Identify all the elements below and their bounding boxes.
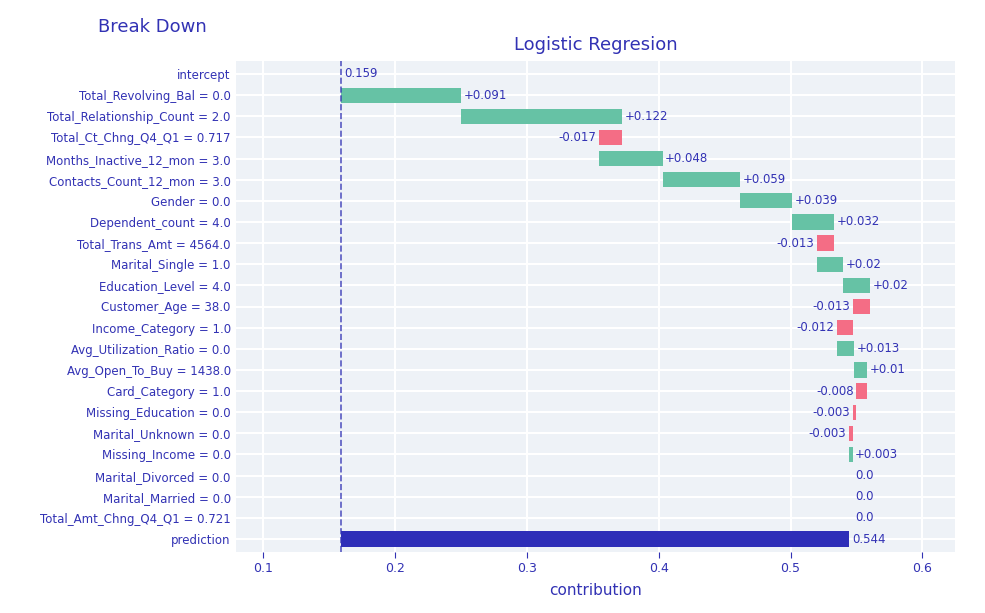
Text: +0.032: +0.032 <box>836 215 880 229</box>
Text: +0.091: +0.091 <box>463 89 506 102</box>
Bar <box>817 235 834 251</box>
Text: 0.544: 0.544 <box>853 533 886 546</box>
Bar <box>836 320 853 335</box>
Text: 0.159: 0.159 <box>345 67 378 80</box>
Text: -0.012: -0.012 <box>796 321 834 334</box>
Bar <box>741 193 792 208</box>
Title: Logistic Regresion: Logistic Regresion <box>514 36 678 54</box>
Bar <box>599 130 622 145</box>
Bar <box>853 405 857 420</box>
Bar <box>341 531 849 547</box>
Text: 0.0: 0.0 <box>855 469 874 482</box>
Bar <box>857 384 867 398</box>
Bar <box>663 172 741 188</box>
Bar <box>599 151 663 166</box>
Text: -0.013: -0.013 <box>813 300 850 313</box>
Bar <box>854 362 867 378</box>
Text: +0.01: +0.01 <box>870 364 905 376</box>
Text: +0.013: +0.013 <box>857 342 899 356</box>
Bar <box>843 278 870 293</box>
Bar <box>836 341 854 356</box>
Text: Break Down: Break Down <box>98 18 207 36</box>
Text: 0.0: 0.0 <box>855 511 874 524</box>
Text: +0.02: +0.02 <box>846 257 882 271</box>
Bar <box>817 257 843 272</box>
Text: +0.048: +0.048 <box>665 152 708 165</box>
Text: -0.017: -0.017 <box>558 131 597 144</box>
Bar <box>461 109 622 124</box>
Text: +0.003: +0.003 <box>855 448 898 461</box>
Text: +0.02: +0.02 <box>873 279 908 292</box>
Text: -0.003: -0.003 <box>813 406 850 419</box>
Text: -0.008: -0.008 <box>817 384 854 398</box>
Bar <box>792 215 834 229</box>
Bar <box>849 447 853 462</box>
Text: -0.003: -0.003 <box>809 427 846 440</box>
Bar <box>341 88 461 103</box>
Text: +0.039: +0.039 <box>795 194 837 207</box>
Bar <box>853 299 870 314</box>
Bar <box>849 425 853 441</box>
Text: -0.013: -0.013 <box>776 237 815 249</box>
Text: +0.122: +0.122 <box>624 110 668 123</box>
Text: 0.0: 0.0 <box>855 490 874 503</box>
Text: +0.059: +0.059 <box>743 173 786 186</box>
X-axis label: contribution: contribution <box>550 584 642 598</box>
